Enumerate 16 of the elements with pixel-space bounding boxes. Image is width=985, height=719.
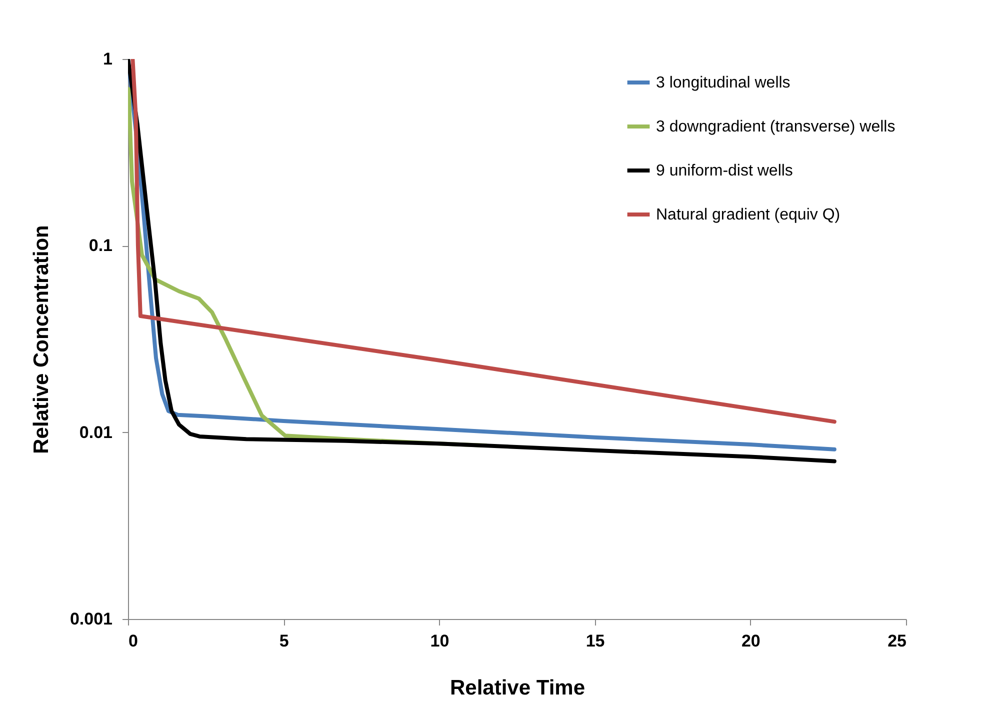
y-tick-label: 0.1: [88, 236, 112, 256]
legend-label: 3 longitudinal wells: [656, 74, 790, 92]
x-tick-label: 20: [741, 632, 760, 650]
x-tick-label: 0: [128, 632, 138, 650]
x-tick-label: 10: [430, 632, 450, 650]
x-tick-label: 25: [888, 632, 906, 650]
y-tick-label: 0.001: [70, 610, 112, 628]
legend-label: 3 downgradient (transverse) wells: [656, 118, 896, 136]
y-tick-label: 0.01: [79, 422, 112, 442]
x-axis-title: Relative Time: [450, 676, 586, 700]
legend-label: Natural gradient (equiv Q): [656, 206, 840, 224]
y-axis-title: Relative Concentration: [30, 225, 53, 454]
y-tick-label: 1: [103, 50, 112, 68]
legend-label: 9 uniform-dist wells: [656, 162, 793, 180]
x-tick-label: 15: [586, 632, 605, 650]
x-tick-label: 5: [279, 632, 289, 650]
